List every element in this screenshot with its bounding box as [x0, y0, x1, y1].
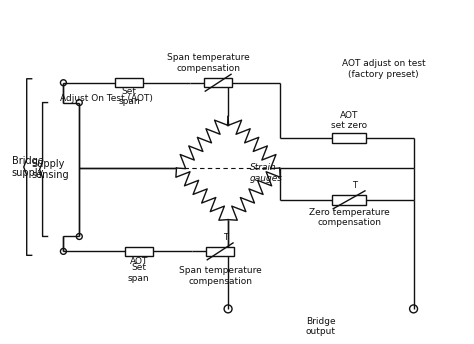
- Text: Bridge
output: Bridge output: [306, 317, 336, 336]
- Text: Set
span: Set span: [128, 264, 150, 283]
- Text: T: T: [352, 181, 356, 190]
- Text: Set
span: Set span: [118, 87, 140, 106]
- Text: Span temperature
compensation: Span temperature compensation: [167, 53, 250, 73]
- Text: AOT: AOT: [129, 257, 148, 266]
- Text: Bridge
supply: Bridge supply: [12, 156, 44, 178]
- Bar: [204, 78, 232, 87]
- Text: AOT
set zero: AOT set zero: [331, 111, 367, 130]
- Bar: [206, 247, 234, 256]
- Text: Adjust On Test (AOT): Adjust On Test (AOT): [60, 94, 153, 103]
- Bar: [332, 195, 366, 205]
- Text: Zero temperature
compensation: Zero temperature compensation: [309, 208, 390, 227]
- Text: AOT adjust on test
(factory preset): AOT adjust on test (factory preset): [342, 59, 426, 78]
- Text: Strain
gauges: Strain gauges: [250, 163, 283, 183]
- Text: Span temperature
compensation: Span temperature compensation: [179, 267, 262, 286]
- Bar: [125, 247, 153, 256]
- Bar: [332, 133, 366, 143]
- Bar: [115, 78, 143, 87]
- Text: Supply
sensing: Supply sensing: [32, 159, 69, 180]
- Text: T: T: [223, 233, 228, 242]
